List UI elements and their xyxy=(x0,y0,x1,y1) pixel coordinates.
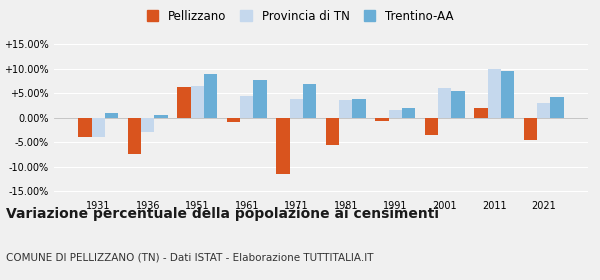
Bar xyxy=(303,84,316,118)
Bar xyxy=(425,118,438,135)
Bar xyxy=(451,91,465,118)
Bar xyxy=(326,118,339,144)
Bar xyxy=(154,115,168,118)
Bar xyxy=(352,99,366,118)
Bar xyxy=(389,110,402,118)
Bar xyxy=(474,108,488,118)
Bar xyxy=(128,118,141,154)
Bar xyxy=(550,97,564,118)
Bar xyxy=(488,69,501,118)
Bar xyxy=(141,118,154,132)
Legend: Pellizzano, Provincia di TN, Trentino-AA: Pellizzano, Provincia di TN, Trentino-AA xyxy=(144,7,456,25)
Bar xyxy=(402,108,415,118)
Text: COMUNE DI PELLIZZANO (TN) - Dati ISTAT - Elaborazione TUTTITALIA.IT: COMUNE DI PELLIZZANO (TN) - Dati ISTAT -… xyxy=(6,252,373,262)
Bar xyxy=(375,118,389,121)
Bar xyxy=(191,86,204,118)
Bar xyxy=(339,101,352,118)
Bar xyxy=(290,99,303,118)
Bar xyxy=(92,118,105,137)
Bar xyxy=(240,95,253,118)
Bar xyxy=(253,80,267,118)
Bar xyxy=(438,88,451,118)
Bar xyxy=(501,71,514,118)
Bar xyxy=(78,118,92,137)
Bar xyxy=(177,87,191,118)
Text: Variazione percentuale della popolazione ai censimenti: Variazione percentuale della popolazione… xyxy=(6,207,439,221)
Bar xyxy=(524,118,537,140)
Bar xyxy=(105,113,118,118)
Bar xyxy=(204,74,217,118)
Bar xyxy=(227,118,240,122)
Bar xyxy=(276,118,290,174)
Bar xyxy=(537,103,550,118)
